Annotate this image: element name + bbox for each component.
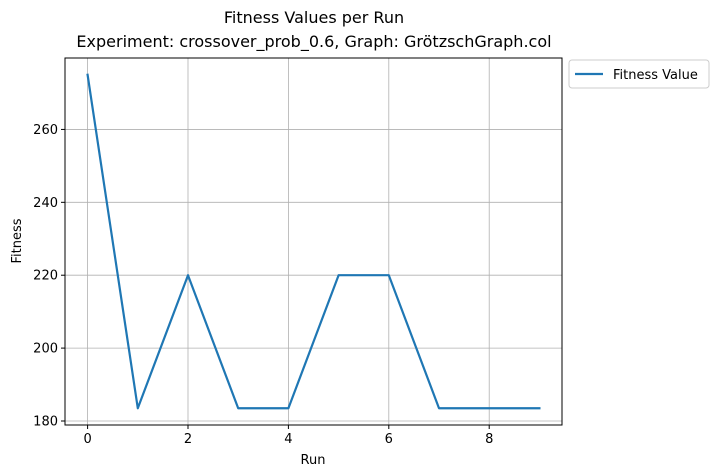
grid	[65, 58, 562, 425]
plot-frame	[64, 57, 563, 426]
chart-subtitle: Experiment: crossover_prob_0.6, Graph: G…	[76, 32, 551, 52]
y-tick-label: 200	[33, 342, 58, 357]
y-axis-label: Fitness	[10, 218, 25, 263]
axis-ticks: 0 2 4 6 8 180 200 220 240 260	[33, 123, 493, 447]
x-tick-label: 4	[284, 432, 292, 447]
y-tick-label: 240	[33, 196, 58, 211]
x-tick-label: 8	[485, 432, 493, 447]
legend-label: Fitness Value	[613, 68, 698, 83]
y-tick-label: 180	[33, 414, 58, 429]
series-line-fitness-value	[86, 73, 541, 410]
series-layer	[86, 73, 541, 410]
x-axis-label: Run	[301, 453, 326, 468]
y-tick-label: 220	[33, 269, 58, 284]
x-tick-label: 6	[385, 432, 393, 447]
y-tick-label: 260	[33, 123, 58, 138]
chart-title: Fitness Values per Run	[224, 8, 404, 27]
x-tick-label: 0	[83, 432, 91, 447]
legend: Fitness Value	[568, 59, 710, 89]
x-tick-label: 2	[184, 432, 192, 447]
legend-frame	[568, 59, 710, 89]
